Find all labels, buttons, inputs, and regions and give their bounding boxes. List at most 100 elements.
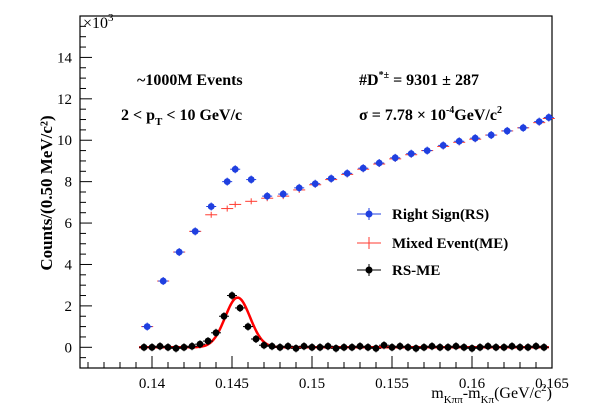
x-tick-label: 0.15 <box>299 376 325 392</box>
x-axis-ticks: 0.14 0.145 0.15 0.155 0.16 0.165 <box>87 356 569 392</box>
point-rsme <box>148 343 156 351</box>
series-rs <box>142 113 554 331</box>
y-tick-label: 12 <box>57 92 72 108</box>
series-rsme <box>139 291 549 353</box>
point-rsme <box>324 342 332 350</box>
point-rsme <box>500 343 508 351</box>
point-rsme <box>220 312 228 320</box>
legend-entry-me: Mixed Event(ME) <box>357 236 508 252</box>
fit-curve <box>139 296 549 349</box>
point-rsme <box>444 343 452 351</box>
point-rsme <box>484 342 492 350</box>
series-layer <box>139 113 555 353</box>
point-rsme <box>180 343 188 351</box>
point-rs <box>295 184 303 192</box>
y-tick-label: 4 <box>65 257 73 273</box>
point-rsme <box>452 342 460 350</box>
annotation-yield: #D*± = 9301 ± 287 <box>359 70 479 89</box>
point-rsme <box>396 342 404 350</box>
point-rsme <box>268 342 276 350</box>
x-tick-label: 0.145 <box>215 376 249 392</box>
y-tick-label: 8 <box>65 175 73 191</box>
point-rs <box>143 323 151 330</box>
point-rsme <box>476 343 484 351</box>
point-rsme <box>508 342 516 350</box>
point-rsme <box>404 343 412 351</box>
point-rsme <box>212 329 220 337</box>
point-rsme <box>140 343 148 351</box>
point-rs <box>175 248 183 256</box>
legend-label-me: Mixed Event(ME) <box>392 236 508 252</box>
point-rsme <box>196 340 204 348</box>
legend-marker-rs <box>365 210 373 218</box>
annotation-sigma: σ = 7.78 × 10-4GeV/c2 <box>359 105 502 124</box>
point-rsme <box>468 344 476 352</box>
point-rsme <box>340 343 348 351</box>
point-rs <box>359 164 367 172</box>
legend: Right Sign(RS) Mixed Event(ME) RS-ME <box>357 207 508 279</box>
point-rsme <box>524 343 532 351</box>
point-rsme <box>300 342 308 350</box>
point-rsme <box>316 343 324 351</box>
point-rsme <box>308 343 316 351</box>
point-rsme <box>260 341 268 349</box>
point-rsme <box>356 342 364 350</box>
point-rsme <box>532 342 540 350</box>
plot-frame <box>79 15 553 369</box>
point-rsme <box>164 343 172 351</box>
point-rs <box>487 131 495 139</box>
annotation-events: ~1000M Events <box>137 72 243 89</box>
y-tick-label: 2 <box>65 299 73 315</box>
y-tick-label: 10 <box>57 133 72 149</box>
point-rs <box>471 134 479 142</box>
x-tick-label: 0.165 <box>535 376 569 392</box>
point-rsme <box>516 343 524 351</box>
x-tick-label: 0.14 <box>139 376 166 392</box>
y-axis-ticks: 0 2 4 6 8 10 12 14 <box>57 15 92 369</box>
point-rs <box>159 277 167 285</box>
point-rsme <box>372 344 380 352</box>
point-rs <box>545 114 553 121</box>
annotation-pt-range: 2 < pT < 10 GeV/c <box>121 107 242 128</box>
point-rsme <box>364 343 372 351</box>
legend-entry-rsme: RS-ME <box>357 263 440 279</box>
point-rs <box>311 180 319 188</box>
legend-label-rsme: RS-ME <box>392 263 440 279</box>
point-rsme <box>332 344 340 352</box>
point-rsme <box>540 343 548 351</box>
x-tick-label: 0.16 <box>459 376 486 392</box>
point-rs <box>327 175 335 182</box>
y-tick-label: 14 <box>57 50 73 66</box>
point-rs <box>223 178 231 186</box>
point-rsme <box>244 323 252 330</box>
point-rs <box>263 192 271 200</box>
point-rs <box>343 169 351 177</box>
series-me <box>141 115 555 330</box>
point-rsme <box>388 343 396 351</box>
legend-label-rs: Right Sign(RS) <box>392 207 489 223</box>
point-rsme <box>236 304 244 312</box>
point-rs <box>423 147 431 154</box>
point-rsme <box>172 344 180 352</box>
point-rsme <box>436 343 444 351</box>
y-tick-label: 0 <box>65 340 73 356</box>
point-rsme <box>380 341 388 349</box>
legend-marker-rsme <box>365 266 373 274</box>
point-rsme <box>420 343 428 351</box>
y-multiplier: ×103 <box>83 12 114 32</box>
point-rs <box>191 227 199 235</box>
point-rs <box>207 203 215 210</box>
point-rsme <box>284 342 292 350</box>
point-rsme <box>460 343 468 351</box>
point-rsme <box>228 292 236 299</box>
y-multiplier-exp: 3 <box>108 12 114 24</box>
point-rsme <box>204 337 212 345</box>
point-rs <box>391 154 399 162</box>
point-rs <box>503 127 511 135</box>
x-axis-label: mKππ-mKπ(GeV/c2) <box>431 382 552 406</box>
point-rs <box>407 150 415 158</box>
point-rsme <box>252 335 260 343</box>
point-rs <box>439 142 447 149</box>
point-rs <box>279 190 287 198</box>
